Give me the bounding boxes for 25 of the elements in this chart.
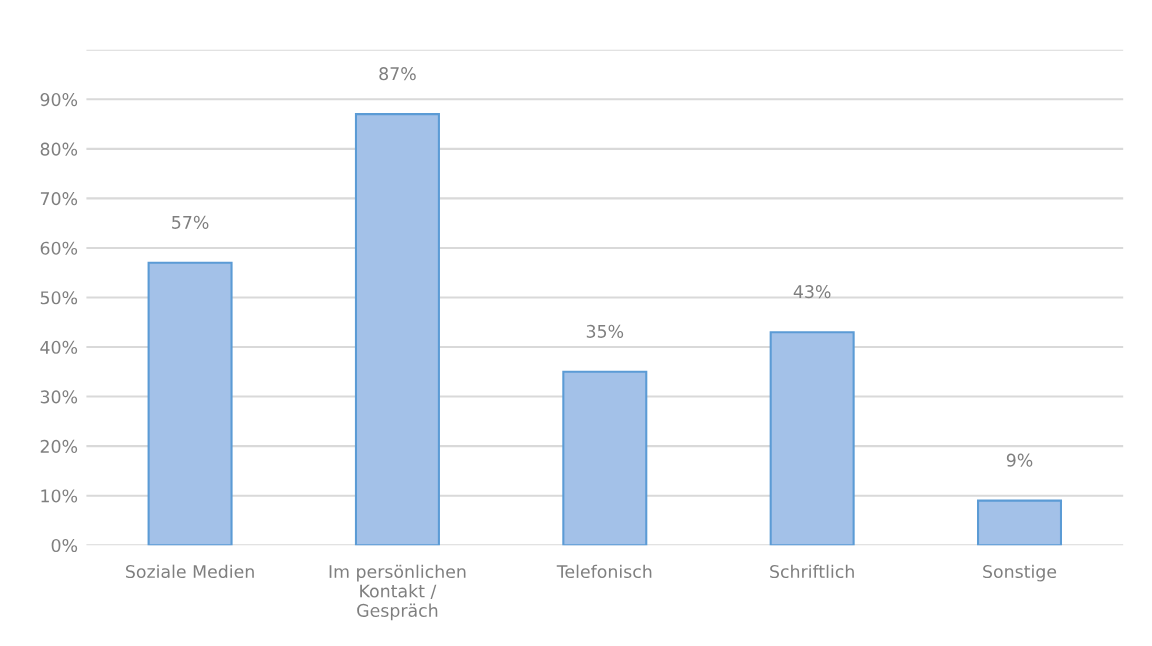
y-tick-label: 50% xyxy=(40,291,78,305)
x-tick-label: Schriftlich xyxy=(770,564,854,579)
y-tick-label: 80% xyxy=(40,142,78,156)
y-tick-label: 90% xyxy=(40,93,78,107)
bar xyxy=(977,499,1063,546)
x-tick-label: Im persönlichen Kontakt / Gespräch xyxy=(329,564,466,621)
bar xyxy=(769,331,855,546)
y-tick-label: 10% xyxy=(41,489,78,503)
data-label: 43% xyxy=(793,285,831,299)
y-tick-label: 20% xyxy=(40,439,78,453)
data-label: 87% xyxy=(379,67,416,81)
x-tick-label: Telefonisch xyxy=(556,564,652,579)
y-tick-label: 30% xyxy=(40,390,78,404)
y-tick-label: 60% xyxy=(40,241,78,255)
y-tick-label: 70% xyxy=(40,192,78,206)
bar xyxy=(562,370,648,546)
x-tick-label: Sonstige xyxy=(983,564,1057,582)
data-label: 9% xyxy=(1006,453,1033,467)
data-label: 35% xyxy=(586,324,624,338)
y-tick-label: 0% xyxy=(51,538,78,553)
bar xyxy=(354,113,440,546)
x-tick-label: Soziale Medien xyxy=(126,564,254,579)
bar xyxy=(147,261,233,546)
data-label: 57% xyxy=(172,215,209,229)
y-tick-label: 40% xyxy=(40,340,78,354)
